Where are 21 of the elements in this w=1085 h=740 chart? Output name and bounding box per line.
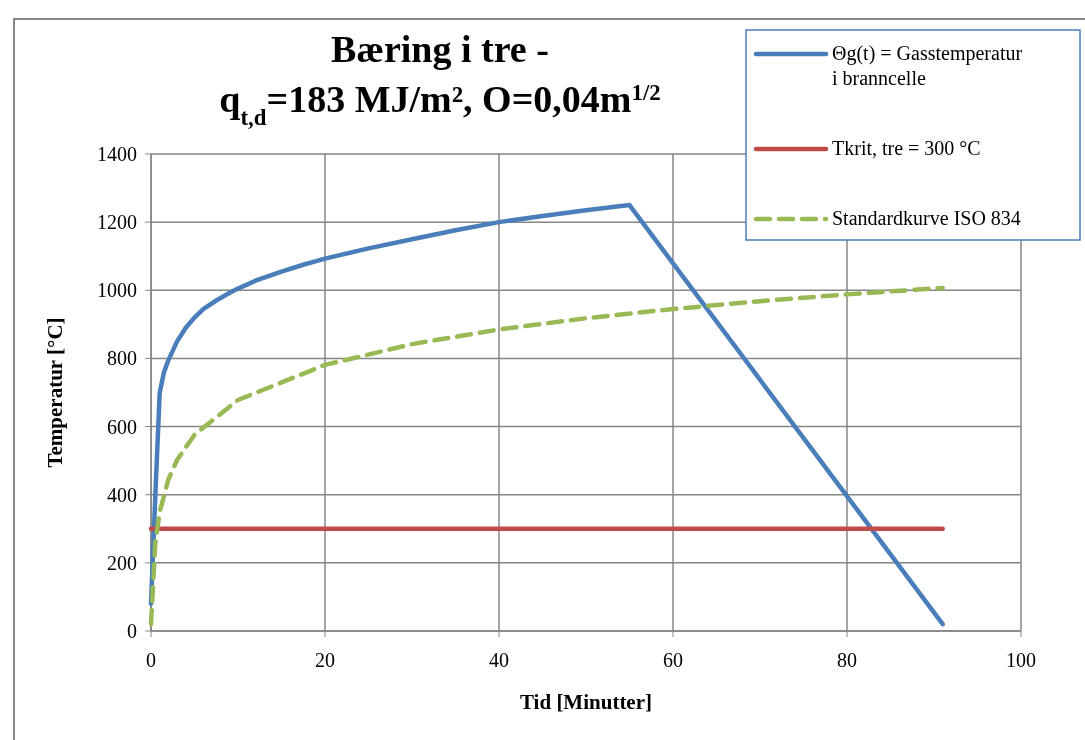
x-tick-label: 60 — [663, 649, 683, 671]
y-tick-label: 600 — [107, 415, 137, 438]
x-tick-label: 20 — [315, 649, 335, 671]
y-tick-label: 0 — [127, 620, 137, 642]
x-tick-label: 80 — [837, 649, 857, 671]
y-tick-label: 200 — [107, 551, 137, 574]
y-tick-label: 1400 — [97, 143, 137, 165]
x-tick-label: 40 — [489, 649, 509, 671]
y-axis-title: Temperatur [°C] — [43, 317, 67, 468]
y-tick-label: 1000 — [97, 279, 137, 302]
y-tick-label: 800 — [107, 347, 137, 370]
x-tick-label: 0 — [146, 649, 156, 671]
line-series — [148, 285, 945, 627]
legend-label: Θg(t) = Gasstemperatur i branncelle — [832, 42, 1023, 89]
y-tick-label: 1200 — [97, 211, 137, 234]
x-axis-title: Tid [Minutter] — [519, 690, 653, 714]
x-tick-label: 100 — [1006, 649, 1036, 671]
chart-title: Bæring i tre - q$_{t,d}$=183 MJ/m², O=0,04m$^{1/2}$ — [219, 28, 661, 130]
legend-label: Standardkurve ISO 834 — [832, 207, 1021, 229]
legend-label: Tkrit, tre = 300 °C — [832, 137, 981, 159]
y-tick-label: 400 — [107, 483, 137, 506]
